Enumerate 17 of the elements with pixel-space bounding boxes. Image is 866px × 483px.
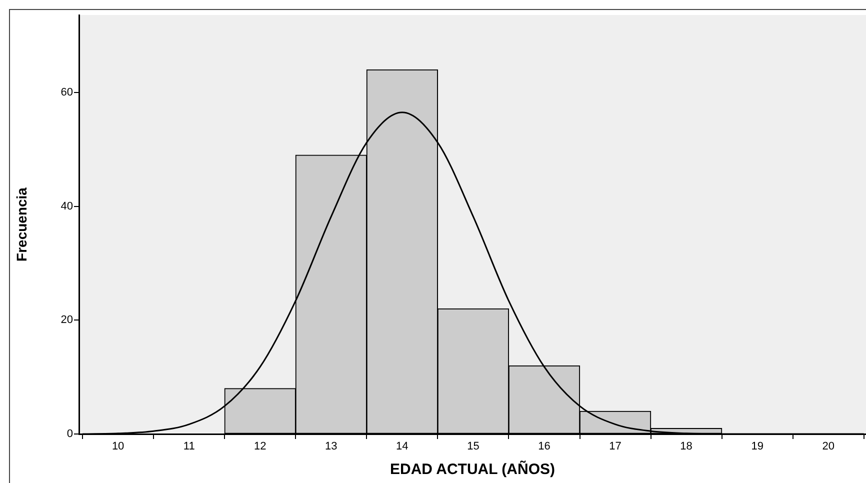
x-tick-label: 19 [751, 440, 764, 453]
x-tick-label: 17 [609, 440, 622, 453]
y-tick-label: 0 [66, 428, 73, 440]
x-tick-label: 14 [396, 440, 408, 453]
y-tick-label: 60 [60, 86, 73, 98]
x-tick-label: 10 [112, 440, 124, 453]
x-tick-label: 11 [183, 440, 195, 453]
x-tick-label: 18 [680, 440, 692, 453]
x-tick-label: 15 [467, 440, 480, 453]
x-tick-label: 12 [254, 440, 266, 453]
y-axis-title: Frecuencia [13, 187, 30, 262]
y-tick-label: 20 [60, 314, 73, 326]
y-tick-label: 40 [60, 200, 73, 212]
x-tick-label: 13 [325, 440, 338, 453]
x-tick-label: 20 [822, 440, 834, 453]
x-tick-label: 16 [538, 440, 550, 453]
x-axis-title: EDAD ACTUAL (AÑOS) [390, 460, 555, 478]
